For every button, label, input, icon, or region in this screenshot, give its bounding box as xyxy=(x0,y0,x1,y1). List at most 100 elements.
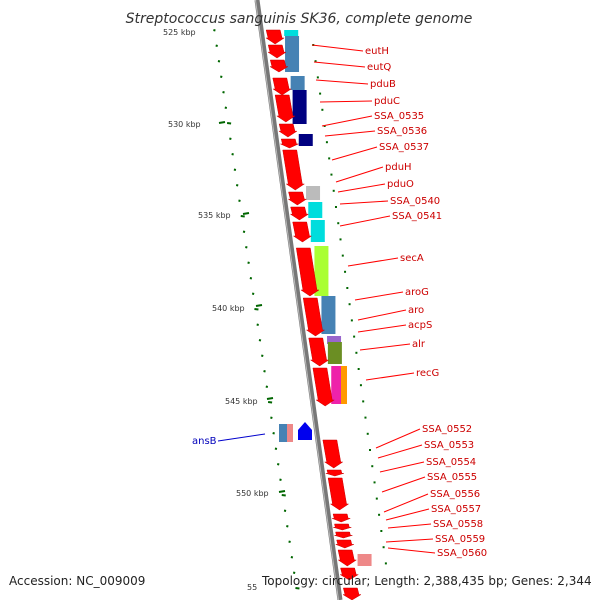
track-dot xyxy=(240,215,245,218)
leader-line xyxy=(381,476,426,493)
genome-backbone xyxy=(254,0,343,600)
gene-label[interactable]: SSA_0558 xyxy=(433,519,483,530)
gene-label[interactable]: SSA_0552 xyxy=(422,424,472,435)
track-dot xyxy=(290,556,294,559)
gene-label[interactable]: SSA_0554 xyxy=(426,457,476,468)
leader-line xyxy=(365,372,415,381)
track-dot xyxy=(265,385,269,388)
gene-label[interactable]: acpS xyxy=(408,320,432,331)
gene-label[interactable]: aro xyxy=(408,305,424,316)
cog-block xyxy=(327,336,342,344)
gene-arrow xyxy=(325,469,344,477)
cog-block xyxy=(284,30,299,36)
leader-line xyxy=(339,200,389,205)
gene-label[interactable]: SSA_0553 xyxy=(424,440,474,451)
leader-line xyxy=(354,291,404,301)
cog-block xyxy=(292,90,307,124)
track-dot xyxy=(229,137,232,140)
cog-block xyxy=(290,76,305,90)
gene-label[interactable]: pduH xyxy=(385,162,412,173)
leader-line xyxy=(319,100,373,103)
leader-line xyxy=(359,343,411,351)
gene-label[interactable]: SSA_0557 xyxy=(431,504,481,515)
gene-label[interactable]: pduO xyxy=(387,179,414,190)
track-dot xyxy=(276,463,280,466)
gene-label[interactable]: SSA_0537 xyxy=(379,142,429,153)
track-dot xyxy=(263,370,266,373)
gene-label[interactable]: SSA_0536 xyxy=(377,126,427,137)
gene-label[interactable]: aroG xyxy=(405,287,429,298)
scale-label: 550 kbp xyxy=(236,489,269,498)
gene-label[interactable]: alr xyxy=(412,339,426,350)
leader-line xyxy=(331,146,378,161)
cog-block xyxy=(357,554,372,566)
track-dot xyxy=(292,571,296,574)
gene-label[interactable]: eutH xyxy=(365,46,389,57)
track-dot xyxy=(224,106,228,109)
track-dot xyxy=(281,494,286,497)
cog-block xyxy=(285,36,300,72)
gene-arrow xyxy=(334,531,353,539)
leader-line xyxy=(321,115,373,127)
track-dot xyxy=(274,447,278,450)
cog-block xyxy=(310,220,325,242)
gene-labels: eutH eutQ pduB pduC SSA_0535 SSA_0536 SS… xyxy=(192,46,487,559)
gene-label[interactable]: SSA_0560 xyxy=(437,548,487,559)
track-dot xyxy=(233,168,237,171)
gene-label[interactable]: SSA_0556 xyxy=(430,489,480,500)
cog-block xyxy=(279,424,287,442)
gene-label[interactable]: SSA_0541 xyxy=(392,211,442,222)
leader-line xyxy=(385,508,430,521)
leader-line xyxy=(347,257,399,267)
gene-arrow xyxy=(267,44,287,59)
scale-label: 530 kbp xyxy=(168,120,201,129)
gene-label[interactable]: pduC xyxy=(374,96,400,107)
cog-block xyxy=(341,366,347,404)
scale-label: 55 xyxy=(247,583,257,592)
leader-line xyxy=(383,493,429,513)
cog-track xyxy=(284,30,372,566)
scale-label: 535 kbp xyxy=(198,211,231,220)
cog-block xyxy=(321,296,336,334)
track-dot xyxy=(238,199,241,202)
scale-label: 540 kbp xyxy=(212,304,245,313)
track-dot xyxy=(295,587,300,590)
track-dot xyxy=(261,354,264,357)
gene-arrow xyxy=(312,367,335,407)
gene-label[interactable]: SSA_0559 xyxy=(435,534,485,545)
track-dot xyxy=(256,323,259,326)
gene-label[interactable]: SSA_0555 xyxy=(427,472,477,483)
topology-text: Topology: circular; Length: 2,388,435 bp… xyxy=(262,574,592,588)
kbp-scale: 525 kbp 530 kbp 535 kbp 540 kbp 545 kbp … xyxy=(163,28,269,592)
gene-label-ansb[interactable]: ansB xyxy=(192,436,217,447)
gene-arrow xyxy=(327,477,350,511)
leader-line-ansb xyxy=(217,433,266,442)
leader-line xyxy=(311,44,364,52)
gene-label[interactable]: secA xyxy=(400,253,424,264)
track-dot xyxy=(258,339,262,342)
cog-block xyxy=(306,186,321,200)
gene-label[interactable]: recG xyxy=(416,368,439,379)
leader-line xyxy=(357,324,407,333)
cog-block xyxy=(298,134,313,146)
gene-label[interactable]: eutQ xyxy=(367,62,391,73)
leader-line xyxy=(313,61,366,68)
leader-line xyxy=(387,523,432,529)
leader-line xyxy=(357,309,407,321)
gene-label[interactable]: SSA_0540 xyxy=(390,196,440,207)
track-dot xyxy=(231,153,234,156)
accession-text: Accession: NC_009009 xyxy=(9,574,146,588)
gene-track xyxy=(265,29,362,600)
track-dot xyxy=(249,277,253,280)
gene-arrow xyxy=(282,149,306,191)
label-leader-lines xyxy=(217,44,436,554)
gene-arrow xyxy=(278,123,298,138)
gene-label[interactable]: SSA_0535 xyxy=(374,111,424,122)
track-dot xyxy=(226,122,232,125)
gene-arrow xyxy=(339,567,360,581)
track-dot xyxy=(220,75,223,78)
gene-label[interactable]: pduB xyxy=(370,79,396,90)
track-dot xyxy=(247,261,250,264)
gene-arrow xyxy=(308,337,330,367)
track-dot xyxy=(272,432,275,435)
